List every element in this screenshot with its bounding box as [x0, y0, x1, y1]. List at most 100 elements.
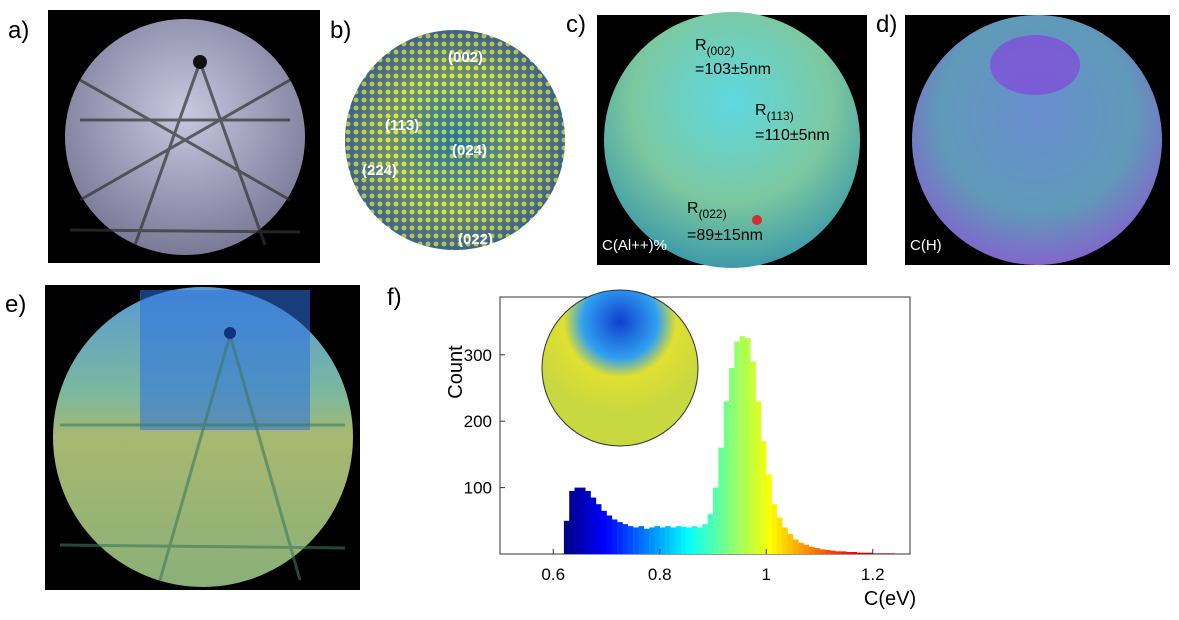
bar [654, 526, 661, 554]
annotation: R(002) [695, 37, 735, 58]
bar [755, 401, 762, 554]
bar [579, 487, 586, 554]
bar [665, 526, 671, 554]
histogram: 0.6 0.8 1 1.2 100 200 300 [464, 336, 895, 584]
bar [681, 526, 687, 554]
bar [569, 490, 575, 554]
bar [835, 551, 842, 554]
bar [728, 368, 735, 554]
annotation: (022) [458, 231, 493, 248]
bar [686, 527, 692, 554]
pattern-image [604, 12, 860, 268]
pattern-image [912, 15, 1162, 265]
bar [638, 526, 645, 554]
symbol: R [687, 200, 699, 217]
bar [792, 539, 799, 554]
panel-label: f) [387, 284, 402, 311]
bar [590, 497, 597, 554]
bar [723, 401, 730, 554]
annotation: (224) [362, 162, 397, 179]
bar [633, 527, 639, 554]
bar [606, 515, 613, 554]
bar [782, 527, 788, 554]
subscript: (002) [707, 44, 735, 58]
y-axis-label: Count [445, 345, 467, 399]
bar [846, 552, 852, 554]
bar [563, 520, 570, 554]
bar [601, 510, 607, 554]
bar [707, 514, 714, 554]
panel-label: b) [330, 17, 351, 44]
pole [193, 55, 207, 69]
bar [617, 522, 623, 554]
bar [830, 550, 836, 554]
bar [840, 551, 847, 554]
bar [744, 338, 751, 554]
bar [627, 526, 634, 554]
bar [712, 487, 719, 554]
pole [752, 215, 762, 225]
x-tick-label: 1 [761, 565, 770, 584]
bar [851, 552, 858, 554]
x-tick-label: 1.2 [861, 565, 885, 584]
pattern-image [65, 19, 305, 255]
inset-image [541, 289, 699, 447]
bar [739, 336, 746, 554]
bar [585, 490, 591, 554]
pole [224, 327, 236, 339]
bar [888, 553, 895, 554]
bar [808, 546, 815, 554]
bar [734, 341, 740, 554]
bar [883, 553, 890, 554]
annotation: R(022) [687, 200, 727, 221]
bar [766, 474, 772, 554]
panel-label: c) [566, 11, 586, 38]
bar [824, 550, 831, 554]
annotation: (024) [452, 142, 487, 159]
panel-label: d) [876, 11, 897, 38]
annotation: =89±15nm [687, 227, 763, 244]
caption: C(H) [910, 237, 942, 254]
bar [611, 519, 618, 554]
bar [787, 534, 794, 554]
bar [776, 517, 783, 554]
region [990, 35, 1080, 95]
subscript: (022) [699, 207, 727, 221]
bar [675, 526, 682, 554]
bar [659, 527, 666, 554]
bar [697, 527, 703, 554]
y-tick-label: 300 [464, 346, 492, 365]
annotation: =103±5nm [695, 61, 771, 78]
panel-label: a) [8, 17, 29, 44]
bar [750, 361, 756, 554]
caption: C(Al++)% [602, 237, 667, 254]
bar [702, 524, 708, 554]
annotation: (113) [385, 117, 419, 134]
panel-label: e) [5, 291, 26, 318]
region [140, 290, 310, 430]
bar [856, 552, 863, 554]
bar [867, 552, 874, 554]
kikuchi-lines [69, 61, 301, 246]
annotation: (002) [448, 49, 483, 66]
bar [718, 447, 724, 554]
bar [649, 527, 655, 554]
x-axis-label: C(eV) [864, 588, 916, 610]
symbol: R [695, 37, 707, 54]
bar [760, 441, 767, 554]
bar [595, 504, 602, 554]
bar [798, 542, 804, 554]
bar [771, 504, 778, 554]
kikuchi-lines [59, 334, 346, 581]
symbol: R [755, 102, 767, 119]
bar [872, 553, 879, 554]
y-tick-label: 200 [464, 412, 492, 431]
bar [643, 528, 650, 554]
x-tick-label: 0.8 [648, 565, 672, 584]
bar [803, 544, 810, 554]
bar [670, 527, 677, 554]
annotation: =110±5nm [755, 127, 830, 144]
bar [691, 526, 698, 554]
subscript: (113) [767, 109, 794, 123]
